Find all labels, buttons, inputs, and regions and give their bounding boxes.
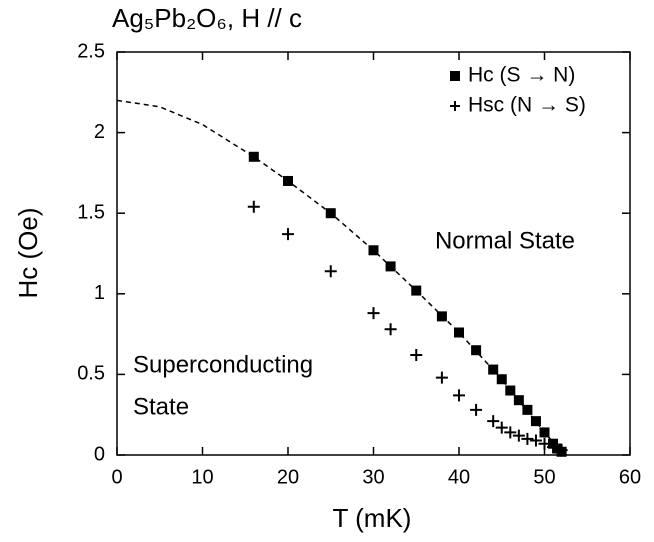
point (470, 403, 483, 416)
legend-marker (450, 101, 460, 111)
legend-marker (450, 71, 460, 81)
x-tick-label: 10 (191, 466, 213, 488)
y-tick-label: 2 (94, 121, 105, 143)
y-tick-label: 1 (94, 282, 105, 304)
point (435, 371, 448, 384)
annotation: Normal State (435, 227, 575, 254)
point (521, 432, 534, 445)
point (513, 395, 524, 406)
x-tick-label: 20 (277, 466, 299, 488)
point (247, 200, 260, 213)
legend-label: Hc (S → N) (468, 64, 575, 87)
x-tick-label: 30 (362, 466, 384, 488)
point (324, 265, 337, 278)
x-axis-label: T (mK) (333, 503, 412, 533)
fit-curve (116, 99, 563, 453)
y-axis-label: Hc (Oe) (13, 208, 43, 299)
point (384, 323, 397, 336)
point (522, 404, 533, 415)
chart-title: Ag₅Pb₂O₆, H // c (112, 3, 302, 33)
point (367, 307, 380, 320)
annotation: State (133, 393, 189, 420)
point (454, 327, 464, 338)
point (530, 416, 541, 427)
y-tick-label: 1.5 (77, 201, 105, 223)
x-tick-label: 40 (448, 466, 470, 488)
y-tick-label: 0.5 (77, 363, 105, 385)
legend-label: Hsc (N → S) (468, 94, 586, 117)
point (496, 374, 507, 385)
point (538, 437, 551, 450)
point (248, 151, 259, 162)
point (504, 426, 517, 439)
point (453, 389, 465, 402)
point (529, 434, 542, 447)
point (512, 429, 525, 442)
point (368, 245, 379, 256)
point (282, 228, 294, 241)
x-tick-label: 50 (533, 466, 555, 488)
y-tick-label: 2.5 (77, 40, 105, 62)
y-tick-label: 0 (94, 443, 105, 465)
annotation: Superconducting (133, 351, 313, 378)
point (495, 421, 508, 434)
point (487, 415, 500, 428)
point (410, 349, 423, 362)
x-tick-label: 60 (619, 466, 641, 488)
point (555, 444, 568, 457)
x-tick-label: 0 (111, 466, 122, 488)
